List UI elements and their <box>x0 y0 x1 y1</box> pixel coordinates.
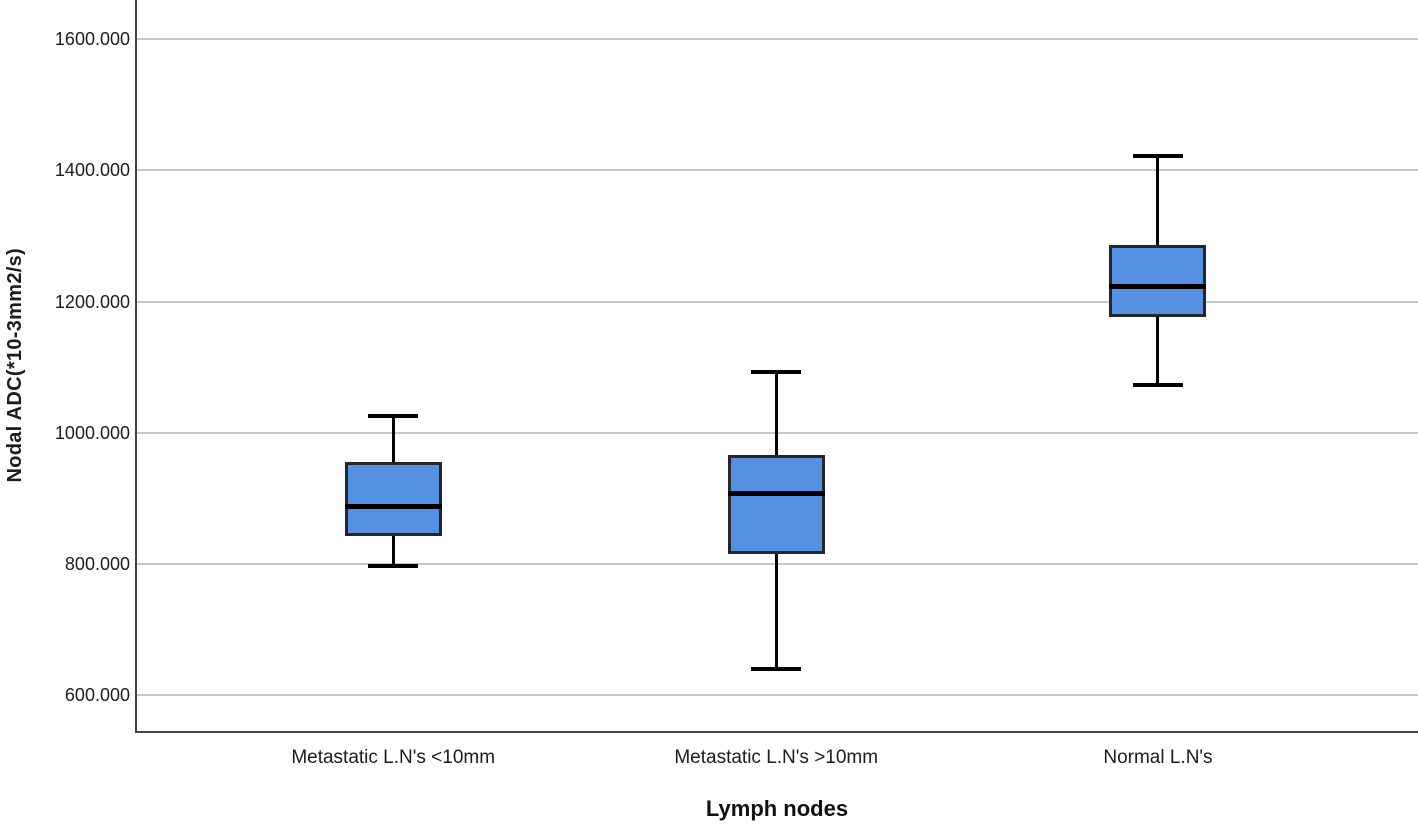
boxplot-group <box>344 0 442 731</box>
x-category-label: Metastatic L.N's >10mm <box>674 747 879 768</box>
whisker-cap-bottom <box>1132 383 1183 388</box>
median-line <box>727 490 825 496</box>
y-axis-line <box>135 0 137 733</box>
box-iqr <box>1109 245 1207 318</box>
y-tick-label: 600.000 <box>64 684 130 705</box>
whisker-cap-bottom <box>751 666 802 671</box>
y-tick-label: 1600.000 <box>54 29 130 50</box>
gridline <box>137 38 1418 41</box>
y-tick-label: 1200.000 <box>54 291 130 312</box>
median-line <box>1109 283 1207 289</box>
whisker-cap-top <box>368 414 419 419</box>
boxplot-group <box>1109 0 1207 731</box>
gridline <box>137 300 1418 303</box>
median-line <box>344 503 442 509</box>
box-iqr <box>727 454 825 554</box>
y-axis-title: Nodal ADC(*10-3mm2/s) <box>4 0 27 731</box>
x-category-label: Normal L.N's <box>1103 747 1213 768</box>
y-tick-label: 1000.000 <box>54 422 130 443</box>
whisker-cap-bottom <box>368 563 419 568</box>
whisker-cap-top <box>1132 154 1183 159</box>
whisker-cap-top <box>751 369 802 374</box>
y-tick-label: 800.000 <box>64 553 130 574</box>
gridline <box>137 693 1418 696</box>
boxplot-group <box>727 0 825 731</box>
x-axis-line <box>135 731 1418 733</box>
plot-area <box>137 0 1418 731</box>
y-axis-title-text: Nodal ADC(*10-3mm2/s) <box>4 248 26 483</box>
x-axis-title: Lymph nodes <box>705 796 849 821</box>
y-tick-label: 1400.000 <box>54 160 130 181</box>
x-category-label: Metastatic L.N's <10mm <box>291 747 496 768</box>
gridline <box>137 169 1418 172</box>
box-iqr <box>344 462 442 537</box>
